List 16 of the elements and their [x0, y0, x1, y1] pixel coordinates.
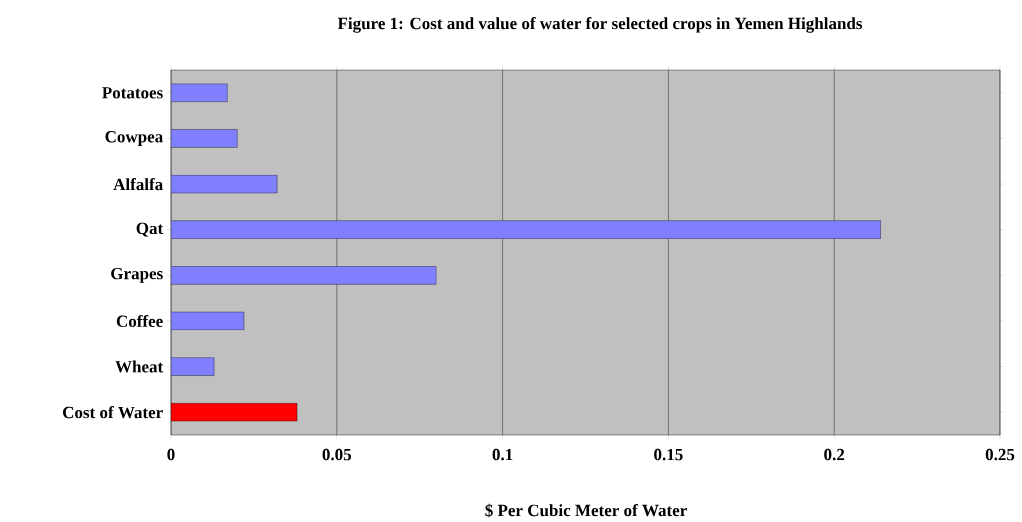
y-tick-label: Grapes [111, 267, 163, 283]
y-tick-label: Qat [136, 222, 164, 237]
x-tick-label: 0.1 [492, 448, 513, 461]
y-tick-label: Cowpea [105, 131, 163, 146]
chart-title: Figure 1: Cost and value of water for selected crops in Yemen Highlands [337, 17, 863, 33]
y-tick-label: Alfalfa [113, 178, 163, 191]
y-tick-label: Wheat [115, 360, 164, 373]
y-tick-label: Coffee [116, 314, 163, 328]
x-tick-label: 0.2 [824, 448, 845, 461]
x-tick-label: 0.15 [654, 448, 683, 461]
y-tick-label: Cost of Water [63, 406, 163, 419]
x-tick-label: 0.05 [322, 448, 352, 461]
x-axis-title: $ Per Cubic Meter of Water [485, 503, 687, 518]
x-tick-label: 0.25 [985, 448, 1015, 461]
y-tick-label: Potatoes [102, 87, 163, 99]
x-tick-label: 0 [167, 448, 175, 461]
